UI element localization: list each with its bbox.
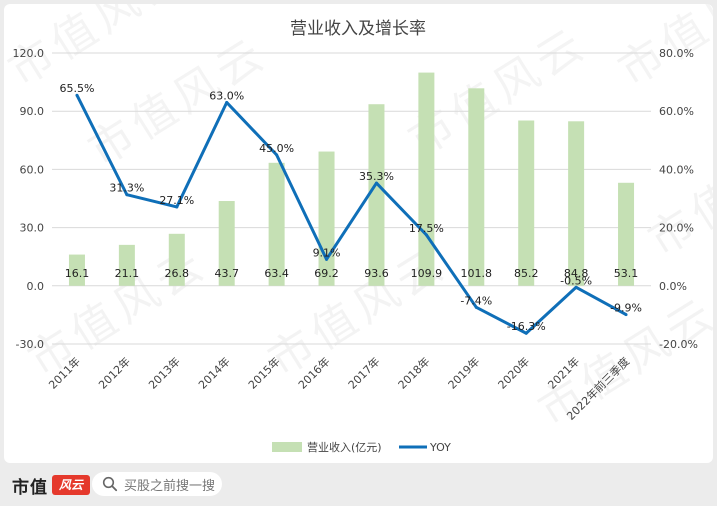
bar [268,162,285,286]
yoy-point [624,313,628,317]
yoy-value-label: -16.3% [507,320,546,333]
yoy-value-label: 63.0% [209,89,244,102]
yoy-value-label: 35.3% [359,170,394,183]
logo-text: 市值 [12,477,48,498]
right-tick-label: 60.0% [659,105,694,118]
category-label: 2021年 [545,354,582,391]
category-label: 2011年 [46,354,83,391]
yoy-point [175,205,179,209]
yoy-point [325,257,329,261]
yoy-value-label: 17.5% [409,222,444,235]
yoy-point [125,193,129,197]
bar-value-label: 84.8 [564,267,589,280]
chart-card: 市值风云市值风云市值风云市值风云市值风云市值风云市值风云市值风云 营业收入及增长… [4,4,713,463]
yoy-value-label: -9.9% [610,302,642,315]
left-tick-label: 90.0 [20,105,45,118]
bar-value-label: 53.1 [614,267,639,280]
category-label: 2014年 [195,354,232,391]
category-label: 2013年 [145,354,182,391]
bar [68,254,85,286]
right-tick-label: 0.0% [659,280,687,293]
bar [218,201,235,286]
category-label: 2012年 [96,354,133,391]
brand-logo[interactable]: 市值 风云 [12,473,90,498]
right-tick-label: 40.0% [659,163,694,176]
bar [418,72,435,286]
left-tick-label: 30.0 [20,222,45,235]
yoy-value-label: 27.1% [159,194,194,207]
bar [468,88,485,286]
search-box[interactable]: 买股之前搜一搜 [92,472,222,496]
bar [518,120,535,286]
yoy-value-label: 65.5% [59,82,94,95]
combo-chart: 营业收入及增长率 -30.0 0.0 30.0 60.0 90.0 120.0 -20.0% 0… [13,19,698,454]
yoy-line [75,94,627,335]
bar-value-label: 69.2 [314,267,339,280]
left-tick-label: 120.0 [13,47,45,60]
bar-value-label: 43.7 [214,267,239,280]
bar-value-label: 85.2 [514,267,539,280]
yoy-value-label: -0.5% [560,274,592,287]
bar [168,233,185,286]
legend-swatch-bar [272,442,302,452]
left-tick-label: 0.0 [27,280,45,293]
yoy-value-label: 9.1% [313,246,341,259]
yoy-value-label: 31.3% [109,182,144,195]
yoy-point [275,153,279,157]
chart-title: 营业收入及增长率 [290,19,426,39]
bar [618,182,635,286]
logo-seal: 风云 [52,475,90,495]
right-tick-label: 20.0% [659,222,694,235]
yoy-point [574,285,578,289]
bar [118,244,135,286]
bar-value-label: 63.4 [264,267,289,280]
bar-value-label: 26.8 [165,267,190,280]
yoy-point [424,233,428,237]
search-placeholder: 买股之前搜一搜 [124,478,216,494]
yoy-point [524,331,528,335]
bar-value-label: 109.9 [411,267,443,280]
left-tick-label: -30.0 [16,338,44,351]
yoy-point [225,100,229,104]
right-tick-label: 80.0% [659,47,694,60]
category-label: 2017年 [345,354,382,391]
yoy-value-label: -7.4% [460,294,492,307]
yoy-point [75,93,79,97]
bar-value-label: 101.8 [461,267,493,280]
bar-value-label: 16.1 [65,267,90,280]
bar [568,121,585,286]
category-label: 2018年 [395,354,432,391]
yoy-value-label: 45.0% [259,142,294,155]
bar [368,104,385,286]
yoy-point [374,181,378,185]
category-label: 2015年 [245,354,282,391]
bar-value-label: 21.1 [115,267,140,280]
bar-value-label: 93.6 [364,267,389,280]
yoy-point [474,305,478,309]
left-tick-label: 60.0 [20,163,45,176]
category-label: 2020年 [495,354,532,391]
bar [318,151,335,286]
category-label: 2019年 [445,354,482,391]
legend-label-bar: 营业收入(亿元) [307,440,382,454]
legend-label-line: YOY [429,441,451,454]
search-icon [102,476,118,492]
right-tick-label: -20.0% [659,338,698,351]
footer-bar: 市值 风云 买股之前搜一搜 [0,463,717,506]
category-label: 2016年 [295,354,332,391]
